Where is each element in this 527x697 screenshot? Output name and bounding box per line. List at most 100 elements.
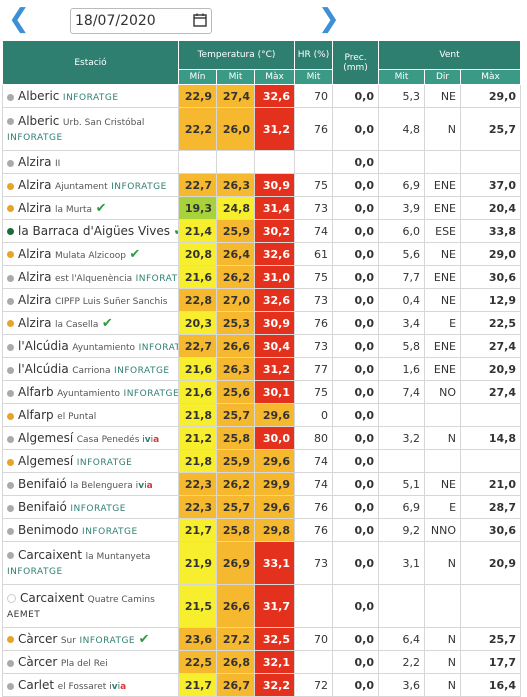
table-row[interactable]: Alzira CIPFP Luis Suñer Sanchis 22,8 27,0 3… — [2, 288, 522, 312]
next-day-button[interactable]: ❯ — [318, 4, 340, 34]
col-temp-min[interactable]: Mín — [178, 69, 217, 85]
col-prec[interactable]: Prec. (mm) — [332, 40, 380, 85]
station-name[interactable]: Alberic — [18, 113, 60, 128]
station-name[interactable]: Alzira — [18, 155, 52, 169]
station-name[interactable]: Benimodo — [18, 523, 79, 537]
table-row[interactable]: Benimodo INFORATGE 21,7 25,8 29,8 76 0,0 9,2 NN… — [2, 518, 522, 542]
station-name[interactable]: Alberic — [18, 89, 60, 103]
station-name[interactable]: la Barraca d'Aigües Vives — [18, 223, 171, 238]
table-row[interactable]: Carlet el Fossaret ivia 21,7 26,7 32,2 72 0,0… — [2, 673, 522, 697]
station-cell[interactable]: Carcaixent Quatre Camins AEMET — [2, 584, 179, 628]
station-cell[interactable]: Alzira la Murta ✔ — [2, 196, 179, 220]
table-row[interactable]: la Barraca d'Aigües Vives ✔21,425,930,27… — [2, 219, 522, 243]
station-cell[interactable]: Alfarp el Puntal — [2, 403, 179, 427]
station-name[interactable]: Benifaió — [18, 500, 67, 514]
table-row[interactable]: Alzira la Murta ✔ 19,3 24,8 31,4 73 0,0 3,9 ENE… — [2, 196, 522, 220]
station-name[interactable]: l'Alcúdia — [18, 362, 69, 376]
col-hr-mit[interactable]: Mit — [294, 69, 334, 85]
previous-day-button[interactable]: ❮ — [8, 4, 30, 34]
date-input[interactable]: 18/07/2020 — [70, 8, 212, 34]
station-cell[interactable]: Alberic INFORATGE — [2, 84, 179, 108]
hr-cell: 77 — [294, 357, 334, 381]
station-cell[interactable]: Carcaixent la Muntanyeta INFORATGE — [2, 541, 179, 585]
table-row[interactable]: Alzira II 0,0 — [2, 150, 522, 174]
station-name[interactable]: Càrcer — [18, 655, 58, 669]
station-cell[interactable]: Carlet el Fossaret ivia — [2, 673, 179, 697]
table-row[interactable]: Carcaixent Quatre Camins AEMET 21,5 26,6 31,… — [2, 584, 522, 628]
station-cell[interactable]: Càrcer Pla del Rei — [2, 650, 179, 674]
station-cell[interactable]: Algemesí Casa Penedés ivia — [2, 426, 179, 450]
temp-mit-cell: 26,6 — [216, 334, 255, 358]
network-tag: INFORATGE — [82, 527, 138, 537]
col-vent: Vent — [378, 40, 522, 70]
station-name[interactable]: Benifaió — [18, 477, 67, 491]
station-name[interactable]: Carcaixent — [20, 590, 85, 605]
table-row[interactable]: Alzira la Casella ✔ 20,3 25,3 30,9 76 0,0 3,4 E… — [2, 311, 522, 335]
table-row[interactable]: Carcaixent la Muntanyeta INFORATGE 21,9 26,… — [2, 541, 522, 585]
station-name[interactable]: Alzira — [18, 270, 52, 284]
station-name[interactable]: Alfarb — [18, 385, 54, 399]
col-vent-mit[interactable]: Mit — [378, 69, 426, 85]
table-row[interactable]: Benifaió la Belenguera ivia 22,3 26,2 29,9 7… — [2, 472, 522, 496]
station-name[interactable]: Carlet — [18, 678, 55, 692]
prec-cell: 0,0 — [332, 541, 380, 585]
table-row[interactable]: Alfarb Ayuntamiento INFORATGE 21,6 25,6 30,… — [2, 380, 522, 404]
station-cell[interactable]: l'Alcúdia Carriona INFORATGE — [2, 357, 179, 381]
station-name[interactable]: Alzira — [18, 246, 52, 261]
col-temp-max[interactable]: Màx — [253, 69, 296, 85]
stations-body: Alberic INFORATGE 22,9 27,4 32,6 70 0,0 5,3 NE 2… — [2, 84, 522, 697]
station-cell[interactable]: Alfarb Ayuntamiento INFORATGE — [2, 380, 179, 404]
station-cell[interactable]: Benifaió la Belenguera ivia — [2, 472, 179, 496]
table-row[interactable]: l'Alcúdia Carriona INFORATGE 21,6 26,3 31,2… — [2, 357, 522, 381]
station-cell[interactable]: Alberic Urb. San Cristóbal INFORATGE — [2, 107, 179, 151]
station-name[interactable]: Alfarp — [18, 408, 54, 422]
station-name[interactable]: Alzira — [18, 178, 52, 192]
hr-cell: 76 — [294, 495, 334, 519]
station-name[interactable]: l'Alcúdia — [18, 339, 69, 353]
table-row[interactable]: Alberic Urb. San Cristóbal INFORATGE 22,2 2… — [2, 107, 522, 151]
station-name[interactable]: Alzira — [18, 315, 52, 330]
station-status-dot — [7, 320, 14, 327]
table-row[interactable]: Alzira Ajuntament INFORATGE 22,7 26,3 30,9 7… — [2, 173, 522, 197]
temp-mit-cell: 25,6 — [216, 380, 255, 404]
ivia-logo: ivia — [139, 435, 160, 445]
table-row[interactable]: Alzira Mulata Alzicoop ✔ 20,8 26,4 32,6 61 0,… — [2, 242, 522, 266]
calendar-icon[interactable] — [193, 13, 207, 27]
station-cell[interactable]: la Barraca d'Aigües Vives ✔ — [2, 219, 179, 243]
station-cell[interactable]: Alzira CIPFP Luis Suñer Sanchis — [2, 288, 179, 312]
temp-mit-cell: 25,7 — [216, 495, 255, 519]
col-vent-dir[interactable]: Dir — [424, 69, 462, 85]
station-cell[interactable]: Alzira Ajuntament INFORATGE — [2, 173, 179, 197]
table-row[interactable]: Alzira est l'Alquenència INFORATGE21,626… — [2, 265, 522, 289]
station-cell[interactable]: Alzira Mulata Alzicoop ✔ — [2, 242, 179, 266]
col-temp-mit[interactable]: Mit — [216, 69, 255, 85]
station-cell[interactable]: Alzira II — [2, 150, 179, 174]
hr-cell: 76 — [294, 518, 334, 542]
station-cell[interactable]: l'Alcúdia Ayuntamiento INFORATGE — [2, 334, 179, 358]
station-name[interactable]: Algemesí — [18, 431, 74, 445]
hr-cell: 61 — [294, 242, 334, 266]
station-name[interactable]: Alzira — [18, 200, 52, 215]
station-name[interactable]: Carcaixent — [18, 547, 83, 562]
station-cell[interactable]: Alzira la Casella ✔ — [2, 311, 179, 335]
station-cell[interactable]: Algemesí INFORATGE — [2, 449, 179, 473]
table-row[interactable]: Alberic INFORATGE 22,9 27,4 32,6 70 0,0 5,3 NE 2… — [2, 84, 522, 108]
station-name[interactable]: Càrcer — [18, 631, 58, 646]
station-cell[interactable]: Benimodo INFORATGE — [2, 518, 179, 542]
col-estacio[interactable]: Estació — [2, 40, 179, 85]
temp-max-cell: 32,6 — [253, 242, 296, 266]
wind-dir-cell: ENE — [424, 265, 462, 289]
station-cell[interactable]: Alzira est l'Alquenència INFORATGE — [2, 265, 179, 289]
table-row[interactable]: Algemesí INFORATGE 21,8 25,9 29,6 74 0,0 — [2, 449, 522, 473]
table-row[interactable]: l'Alcúdia Ayuntamiento INFORATGE22,726,6… — [2, 334, 522, 358]
table-row[interactable]: Algemesí Casa Penedés ivia 21,2 25,8 30,0 80… — [2, 426, 522, 450]
station-name[interactable]: Alzira — [18, 293, 52, 307]
station-cell[interactable]: Benifaió INFORATGE — [2, 495, 179, 519]
station-cell[interactable]: Càrcer Sur INFORATGE ✔ — [2, 627, 179, 651]
station-name[interactable]: Algemesí — [18, 454, 74, 468]
table-row[interactable]: Càrcer Sur INFORATGE ✔ 23,6 27,2 32,5 70 0,0 6… — [2, 627, 522, 651]
table-row[interactable]: Benifaió INFORATGE 22,3 25,7 29,6 76 0,0 6,9 E 2… — [2, 495, 522, 519]
table-row[interactable]: Càrcer Pla del Rei 22,5 26,8 32,1 0,0 2,2 N 17,… — [2, 650, 522, 674]
col-vent-max[interactable]: Màx — [460, 69, 522, 85]
table-row[interactable]: Alfarp el Puntal 21,8 25,7 29,6 0 0,0 — [2, 403, 522, 427]
